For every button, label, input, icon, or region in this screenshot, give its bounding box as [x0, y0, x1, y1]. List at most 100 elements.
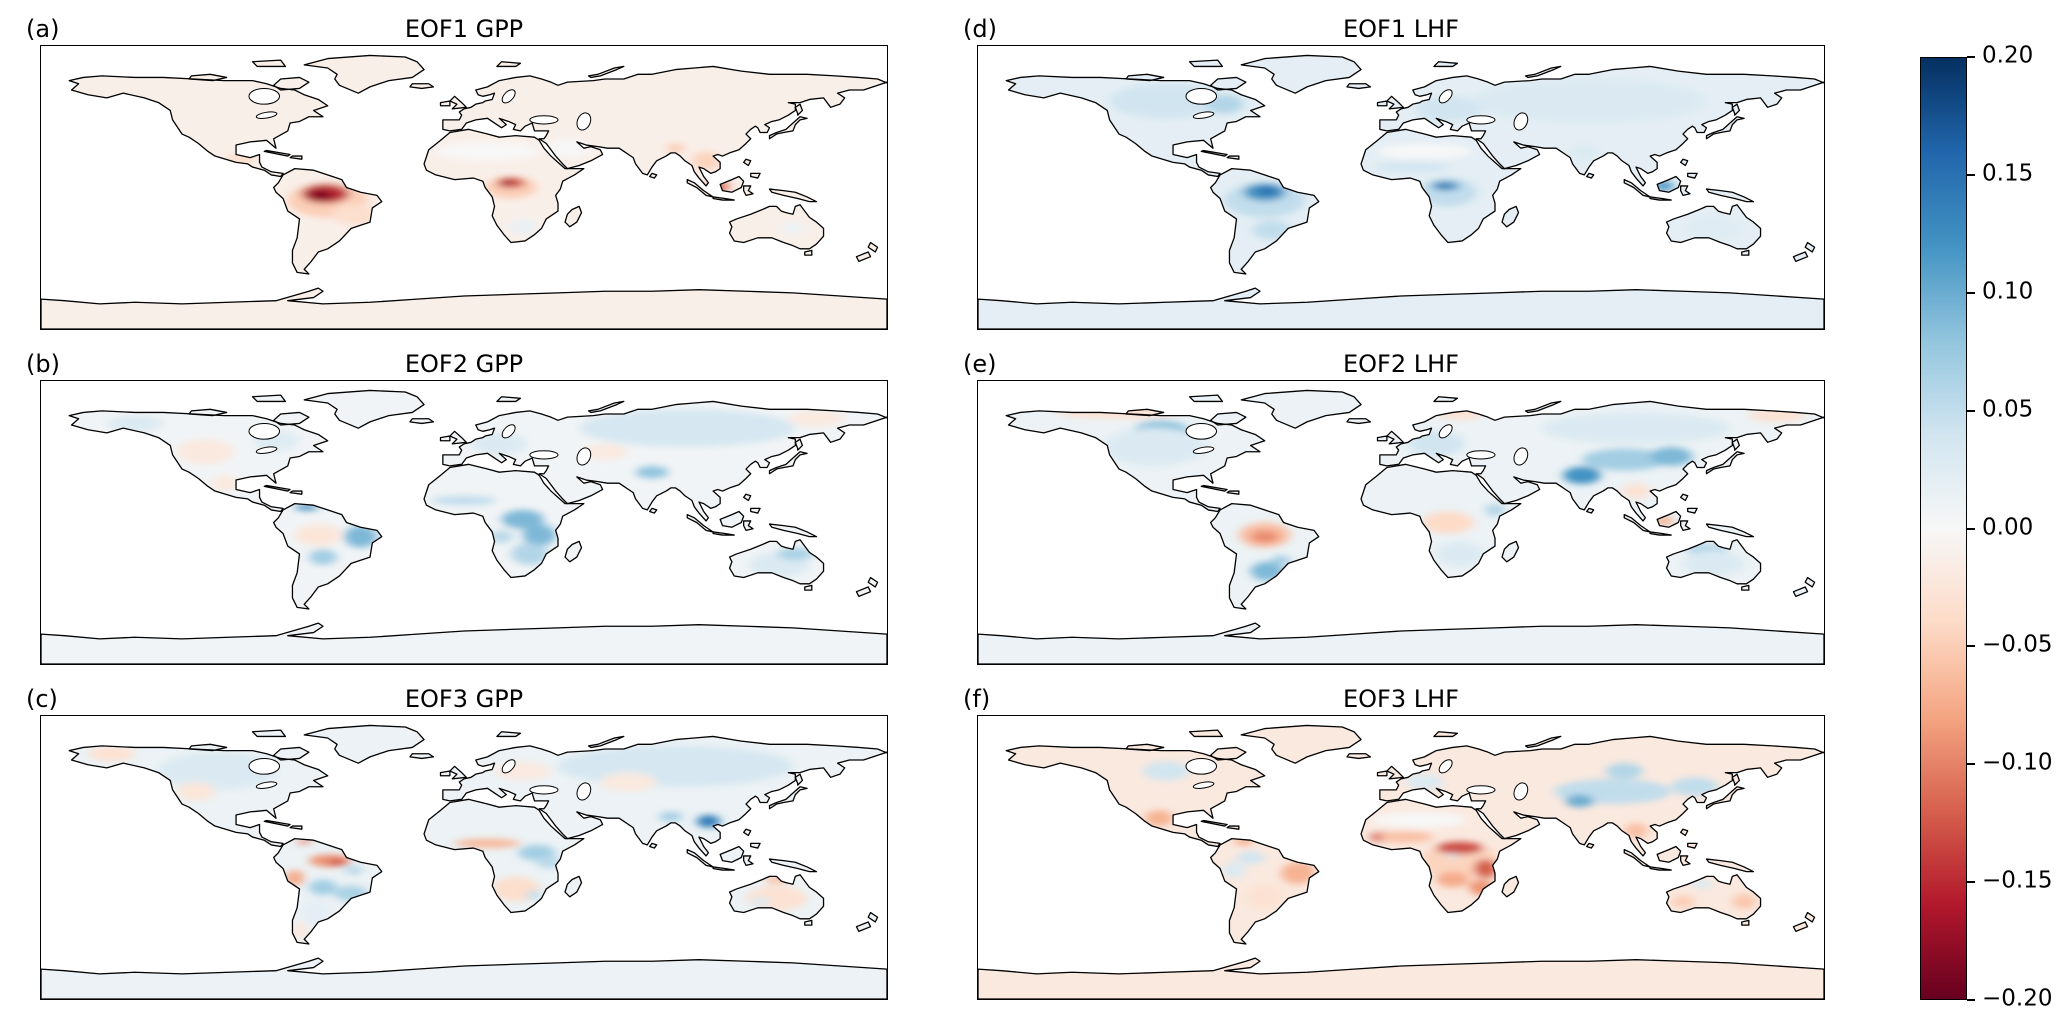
region-siberia-light	[579, 409, 796, 448]
region-siberia-blue-spot	[1605, 763, 1644, 779]
panel-c-header: (c) EOF3 GPP	[26, 674, 888, 715]
region-indochina-pink	[1621, 483, 1651, 499]
region-amazon-inner	[1250, 530, 1279, 543]
panel-d: (d) EOF1 LHF	[963, 4, 1825, 330]
panel-d-label: (d)	[963, 15, 997, 43]
region-eurasia-light	[1471, 79, 1707, 124]
region-e-africa-blue	[536, 855, 561, 869]
region-ce-africa-red-band	[1436, 841, 1484, 855]
region-c-africa-arc	[501, 509, 544, 529]
region-s-africa-blue	[1436, 541, 1484, 567]
region-n-america-light	[1102, 428, 1206, 466]
region-sahel-blue	[431, 495, 497, 506]
region-s-africa-blue-spot	[527, 890, 542, 900]
colorbar-tick-label: −0.15	[1982, 867, 2053, 894]
colorbar: 0.20 0.15 0.10 0.05 0.00 −0.05 −0.10 −0.15 −0.20	[1920, 43, 2067, 1012]
panel-b-title: EOF2 GPP	[404, 350, 524, 378]
colorbar-tick	[1967, 56, 1975, 58]
region-n-amazon-core	[327, 859, 347, 866]
panel-b-label: (b)	[26, 350, 60, 378]
world-map-a	[40, 45, 888, 330]
region-e-africa-blue	[1485, 503, 1505, 517]
region-sahara-neutral	[1372, 811, 1467, 828]
world-map-c	[40, 715, 888, 1000]
region-se-south-america-blue	[1250, 561, 1284, 581]
region-europe-light	[471, 432, 528, 455]
region-siberia-light	[1542, 412, 1730, 444]
region-argentina-light	[301, 899, 331, 926]
region-venezuela-red	[297, 839, 312, 845]
region-alaska-pink	[88, 745, 135, 762]
panel-e-title: EOF2 LHF	[1343, 350, 1459, 378]
panel-e-header: (e) EOF2 LHF	[963, 339, 1825, 380]
region-n-amazon-blue	[1236, 851, 1265, 864]
region-ne-china-blue	[1650, 447, 1693, 466]
world-map-b	[40, 380, 888, 665]
region-ne-india-blue	[659, 811, 683, 822]
region-s-china-blue	[696, 815, 721, 828]
region-se-brazil-fade	[332, 203, 375, 226]
region-peru-orange	[285, 870, 305, 886]
region-ne-brazil-halo	[344, 525, 378, 548]
region-chaco-blue	[308, 549, 338, 565]
panel-f-title: EOF3 LHF	[1343, 685, 1459, 713]
colorbar-tick-label: −0.10	[1982, 749, 2053, 776]
region-sahel-orange	[454, 838, 521, 849]
region-w-australia-orange	[1671, 895, 1695, 908]
region-himalaya-india-blue	[1563, 466, 1601, 484]
region-e-africa-blue	[522, 524, 556, 547]
region-nw-australia-blue	[1692, 879, 1712, 889]
colorbar-tick	[1967, 527, 1975, 530]
region-amazon-inner	[1257, 187, 1277, 195]
region-canada-blue-patch	[1142, 761, 1190, 781]
region-nw-canada-blue	[106, 415, 164, 432]
region-s-africa-interior	[508, 218, 537, 235]
region-australia-light	[1685, 215, 1742, 241]
colorbar-tick-label: 0.20	[1982, 42, 2034, 69]
region-patagonia-pink	[290, 921, 309, 941]
region-s-america-center-pink	[1245, 884, 1284, 910]
region-n-america-light	[158, 752, 276, 790]
region-himalaya-blue	[635, 465, 669, 479]
region-australia-light	[1683, 550, 1745, 576]
region-australia-east	[781, 222, 805, 235]
region-siberia-light	[558, 745, 793, 787]
region-ne-india-spot	[666, 143, 685, 153]
panel-d-title: EOF1 LHF	[1343, 15, 1459, 43]
region-indochina-orange	[1624, 822, 1648, 839]
region-w-amazon-pink	[294, 524, 342, 547]
region-w-north-america-pink	[177, 439, 234, 465]
colorbar-tick-label: −0.20	[1982, 985, 2053, 1012]
region-e-africa-red	[1473, 859, 1498, 878]
region-angola-blue	[489, 530, 514, 543]
region-amazon-inner	[308, 190, 333, 201]
region-indochina	[691, 151, 721, 171]
panel-b: (b) EOF2 GPP	[26, 339, 888, 665]
region-c-asia-band	[1581, 448, 1667, 471]
panel-f-label: (f)	[963, 685, 991, 713]
region-s-brazil-blue	[1271, 555, 1291, 565]
region-congo-inner	[500, 180, 515, 186]
colorbar-tick	[1967, 409, 1975, 412]
colorbar-tick-label: 0.05	[1982, 396, 2034, 423]
colorbar-tick-label: −0.05	[1982, 632, 2053, 659]
panel-a-label: (a)	[26, 15, 60, 43]
region-angola-orange	[1436, 871, 1470, 888]
region-w-us-pink	[177, 782, 215, 801]
panel-d-header: (d) EOF1 LHF	[963, 4, 1825, 45]
region-ne-asia-blue	[1671, 777, 1719, 797]
region-ne-australia-arc	[776, 547, 815, 561]
region-c-asia-blue-core	[1565, 794, 1594, 808]
panel-a: (a) EOF1 GPP	[26, 4, 888, 330]
region-europe-blue-patch	[1405, 774, 1444, 790]
colorbar-gradient	[1920, 57, 1967, 1000]
panel-c-label: (c)	[26, 685, 58, 713]
panel-a-header: (a) EOF1 GPP	[26, 4, 888, 45]
colorbar-tick-label: 0.10	[1982, 278, 2034, 305]
world-map-e	[977, 380, 1825, 665]
region-c-asia-pink	[581, 443, 629, 460]
region-india-light	[1570, 145, 1599, 161]
panel-e-label: (e)	[963, 350, 997, 378]
panel-b-header: (b) EOF2 GPP	[26, 339, 888, 380]
